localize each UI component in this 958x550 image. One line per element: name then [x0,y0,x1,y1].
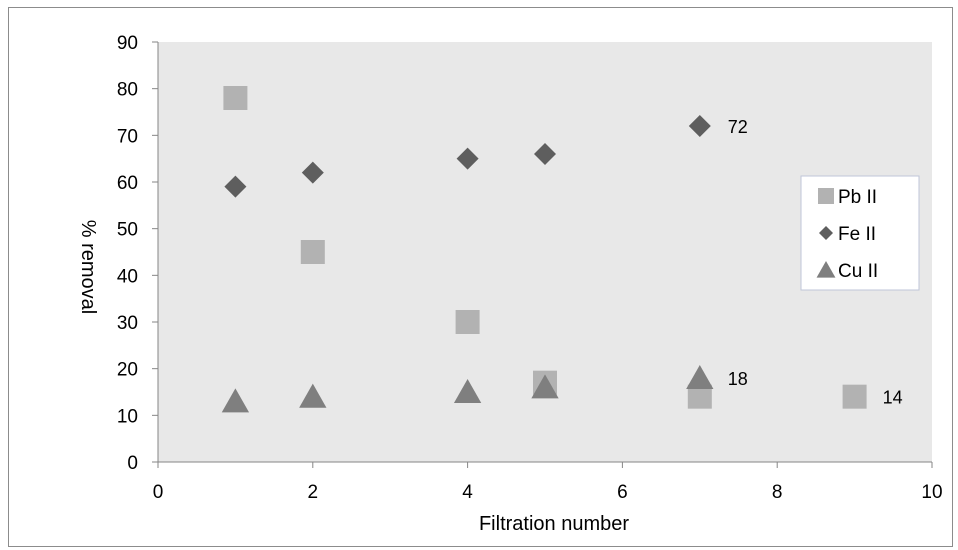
y-tick-label: 50 [117,220,138,241]
point-pb-ii [300,240,325,264]
data-label: 18 [728,369,748,389]
y-tick-label: 40 [117,266,138,287]
legend-marker-pb-ii [818,188,834,204]
x-tick-label: 8 [772,482,783,503]
point-fe-ii [224,175,247,198]
point-fe-ii [534,143,556,165]
data-labels: 72 18 14 [728,117,903,408]
data-label: 72 [728,117,748,137]
x-tick-label: 0 [153,482,164,503]
x-tick-label: 6 [617,482,628,503]
x-tick-label: 2 [308,482,319,503]
point-cu-ii [299,383,327,408]
data-label: 14 [883,388,903,408]
legend-label-cu-ii: Cu II [838,261,878,282]
point-cu-ii [686,365,714,390]
y-tick-label: 80 [117,80,138,101]
point-cu-ii [531,374,559,399]
point-pb-ii [223,86,248,110]
axes [152,41,933,468]
data-points [221,86,867,413]
x-tick-label: 4 [462,482,473,503]
tick-labels: 0 10 20 30 40 50 60 70 80 90 0 2 4 6 8 10 [117,33,943,503]
legend-label-pb-ii: Pb II [838,187,877,208]
y-tick-label: 90 [117,33,138,54]
y-tick-label: 70 [117,126,138,147]
point-fe-ii [301,161,324,184]
y-axis-title: % removal [77,220,99,314]
x-axis-title: Filtration number [479,513,629,535]
point-pb-ii [842,384,867,409]
y-tick-label: 60 [117,173,138,194]
legend: Pb II Fe II Cu II [800,175,920,291]
y-tick-label: 30 [117,313,138,334]
point-pb-ii [455,310,480,334]
x-tick-label: 10 [921,482,942,503]
y-tick-label: 0 [127,453,138,474]
point-cu-ii [453,379,482,404]
legend-marker-fe-ii [819,226,833,240]
point-fe-ii [688,115,711,137]
point-cu-ii [221,388,250,413]
legend-label-fe-ii: Fe II [838,224,876,245]
point-fe-ii [456,147,479,170]
y-tick-label: 10 [117,406,138,427]
legend-marker-cu-ii [816,261,836,278]
y-tick-label: 20 [117,360,138,381]
